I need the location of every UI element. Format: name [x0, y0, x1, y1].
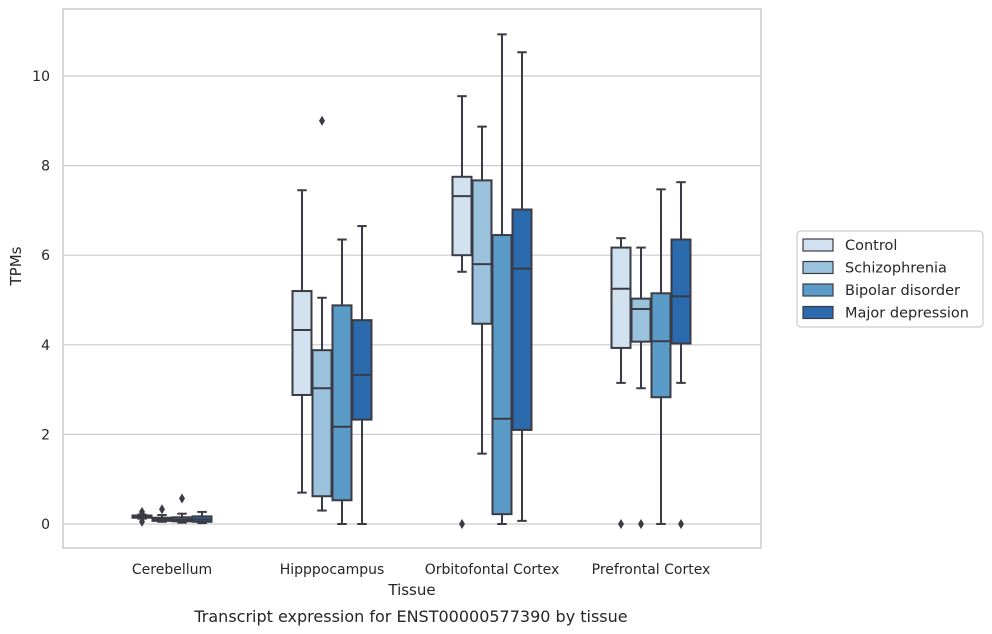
box	[331, 238, 353, 525]
outlier-marker	[618, 519, 624, 529]
box-body	[471, 179, 493, 325]
legend-swatch	[802, 283, 834, 297]
x-tick-label: Cerebellum	[132, 562, 212, 578]
y-tick-label: 6	[41, 248, 50, 264]
box-body	[451, 175, 473, 257]
outlier-marker	[319, 115, 325, 126]
outlier-marker	[139, 509, 145, 520]
box	[191, 510, 213, 525]
outlier-marker	[159, 504, 165, 515]
box	[171, 493, 193, 524]
box	[291, 189, 313, 494]
legend-entry-label: Control	[845, 238, 897, 254]
box-body	[331, 304, 353, 502]
box-body	[610, 246, 632, 349]
outlier-marker	[638, 519, 644, 529]
box-body	[291, 290, 313, 396]
box-body	[630, 297, 652, 343]
y-axis-ticks: 0 2 4 6 8 10	[32, 69, 50, 533]
box-body	[650, 292, 672, 399]
box-groups	[131, 33, 692, 529]
legend-swatch	[802, 238, 834, 252]
y-tick-label: 10	[32, 69, 50, 85]
box	[351, 225, 373, 525]
outlier-marker	[678, 519, 684, 529]
x-axis-label: Tissue	[387, 581, 435, 599]
outlier-marker	[179, 493, 185, 504]
box-body	[670, 238, 692, 345]
box	[650, 188, 672, 525]
box	[451, 95, 473, 529]
box-body	[311, 349, 333, 498]
box	[511, 51, 533, 522]
y-tick-label: 0	[41, 517, 50, 533]
x-tick-label: Prefrontal Cortex	[592, 562, 711, 578]
legend-entry-label: Major depression	[845, 306, 969, 322]
outlier-marker	[139, 516, 145, 527]
legend-swatch	[802, 305, 834, 320]
legend: Control Schizophrenia Bipolar disorder Majo…	[796, 230, 984, 328]
gridlines	[63, 75, 761, 525]
box	[610, 237, 632, 529]
y-tick-label: 8	[41, 159, 50, 175]
plot-frame	[62, 8, 762, 549]
legend-entry-label: Schizophrenia	[845, 261, 947, 277]
box	[630, 246, 652, 529]
box-body	[351, 319, 373, 421]
box	[670, 181, 692, 529]
box	[491, 33, 513, 525]
box	[311, 115, 333, 512]
box-body	[511, 208, 533, 431]
box	[471, 125, 493, 455]
x-tick-label: Hipppocampus	[280, 562, 385, 578]
x-axis-ticks: Cerebellum Hipppocampus Orbitofontal Corte…	[132, 562, 710, 578]
box	[131, 506, 153, 527]
legend-frame	[796, 230, 984, 328]
outlier-marker	[459, 519, 465, 529]
legend-entry-label: Bipolar disorder	[845, 283, 960, 299]
y-tick-label: 4	[41, 338, 50, 354]
x-tick-label: Orbitofontal Cortex	[425, 562, 560, 578]
y-tick-label: 2	[41, 427, 50, 443]
chart-caption: Transcript expression for ENST0000057739…	[193, 607, 627, 626]
legend-swatch	[802, 260, 834, 275]
box	[151, 504, 173, 523]
y-axis-label: TPMs	[7, 246, 25, 286]
box-body	[491, 234, 513, 516]
